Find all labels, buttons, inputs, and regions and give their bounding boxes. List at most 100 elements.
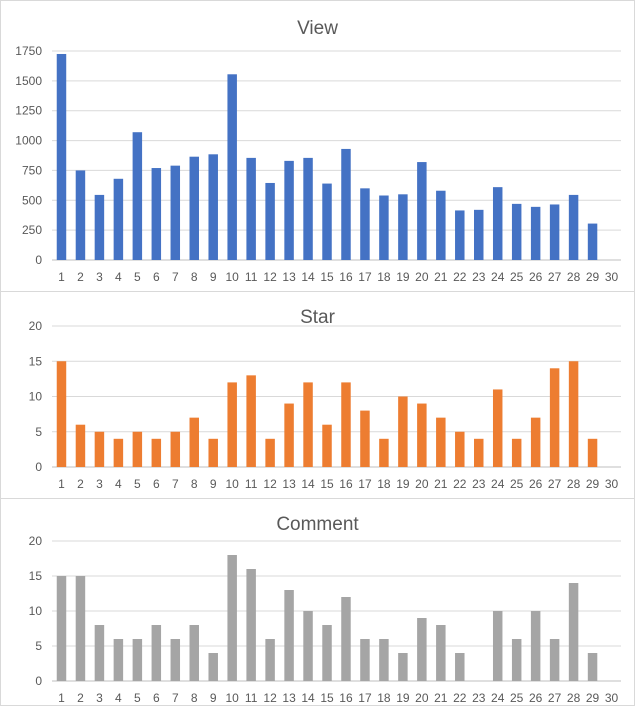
x-tick-label: 19 (396, 270, 410, 284)
chart-title: Star (300, 307, 336, 328)
y-tick-label: 0 (35, 674, 42, 688)
x-tick-label: 26 (529, 691, 543, 705)
bar-24 (492, 611, 503, 681)
bar-17 (360, 639, 370, 681)
bar-24 (492, 389, 503, 467)
x-tick-label: 8 (191, 477, 198, 491)
x-tick-label: 1 (58, 270, 65, 284)
x-tick-label: 14 (301, 691, 315, 705)
x-tick-label: 23 (472, 270, 486, 284)
bar-9 (208, 438, 218, 467)
x-tick-label: 12 (263, 477, 277, 491)
bar-26 (530, 206, 541, 260)
x-tick-label: 15 (320, 477, 334, 491)
x-tick-label: 7 (172, 691, 179, 705)
bar-12 (265, 182, 275, 260)
bar-3 (94, 431, 105, 467)
x-tick-label: 30 (605, 691, 619, 705)
y-tick-label: 1000 (15, 134, 42, 148)
x-tick-label: 1 (58, 477, 65, 491)
x-tick-label: 20 (415, 477, 429, 491)
bar-10 (227, 555, 237, 681)
x-tick-label: 26 (529, 270, 543, 284)
bar-22 (455, 210, 465, 260)
x-tick-label: 3 (96, 477, 103, 491)
x-tick-label: 12 (263, 270, 277, 284)
x-tick-label: 14 (301, 477, 315, 491)
x-tick-label: 19 (396, 691, 410, 705)
x-tick-label: 23 (472, 691, 486, 705)
bar-23 (474, 438, 484, 467)
x-tick-label: 6 (153, 691, 160, 705)
bar-14 (303, 382, 313, 467)
bar-22 (455, 653, 465, 681)
y-tick-label: 250 (22, 223, 42, 237)
x-tick-label: 11 (245, 691, 258, 705)
x-tick-label: 10 (226, 477, 240, 491)
x-tick-label: 11 (245, 477, 258, 491)
bar-19 (398, 653, 408, 681)
x-tick-label: 14 (301, 270, 315, 284)
bar-16 (341, 382, 351, 467)
y-tick-label: 1500 (15, 74, 42, 88)
bar-20 (417, 162, 427, 260)
bar-1 (56, 361, 67, 467)
x-tick-label: 5 (134, 270, 141, 284)
bar-1 (56, 53, 67, 260)
y-tick-label: 15 (29, 569, 43, 583)
bar-4 (113, 438, 124, 467)
bar-27 (549, 639, 560, 681)
bar-5 (132, 639, 143, 681)
bar-13 (284, 403, 294, 467)
bar-20 (417, 618, 427, 681)
bar-29 (587, 653, 598, 681)
bar-17 (360, 188, 370, 260)
x-tick-label: 6 (153, 477, 160, 491)
x-tick-label: 11 (245, 270, 258, 284)
x-tick-label: 26 (529, 477, 543, 491)
x-tick-label: 28 (567, 477, 581, 491)
x-tick-label: 27 (548, 691, 562, 705)
bar-18 (379, 195, 389, 260)
bar-16 (341, 597, 351, 681)
bar-24 (492, 187, 503, 260)
y-tick-label: 15 (29, 354, 43, 368)
x-tick-label: 5 (134, 691, 141, 705)
y-tick-label: 0 (35, 253, 42, 267)
bar-25 (511, 203, 522, 260)
x-tick-label: 10 (226, 691, 240, 705)
bar-7 (170, 431, 181, 467)
bar-11 (246, 375, 256, 467)
x-tick-label: 1 (58, 691, 65, 705)
x-tick-label: 25 (510, 691, 524, 705)
y-tick-label: 0 (35, 460, 42, 474)
bar-19 (398, 396, 408, 467)
x-tick-label: 22 (453, 270, 467, 284)
bar-10 (227, 382, 237, 467)
y-tick-label: 20 (29, 534, 43, 548)
bar-26 (530, 611, 541, 681)
bar-6 (151, 625, 162, 681)
bar-28 (568, 583, 579, 681)
x-tick-label: 3 (96, 691, 103, 705)
x-tick-label: 18 (377, 270, 391, 284)
bar-15 (322, 625, 332, 681)
bar-25 (511, 639, 522, 681)
x-tick-label: 16 (339, 270, 353, 284)
x-tick-label: 13 (282, 691, 296, 705)
x-tick-label: 29 (586, 477, 600, 491)
bar-11 (246, 157, 256, 260)
x-tick-label: 22 (453, 477, 467, 491)
bar-8 (189, 417, 199, 467)
bar-12 (265, 438, 275, 467)
view-chart-panel: View 0 250 500 750 1000 1250 1500 1750 1 2 3 4 5 6 7 8 9… (0, 0, 635, 292)
x-tick-label: 2 (77, 477, 84, 491)
x-tick-label: 8 (191, 270, 198, 284)
x-tick-label: 24 (491, 270, 505, 284)
bar-19 (398, 194, 408, 260)
x-tick-label: 16 (339, 477, 353, 491)
x-tick-label: 21 (434, 691, 448, 705)
bar-29 (587, 223, 598, 260)
